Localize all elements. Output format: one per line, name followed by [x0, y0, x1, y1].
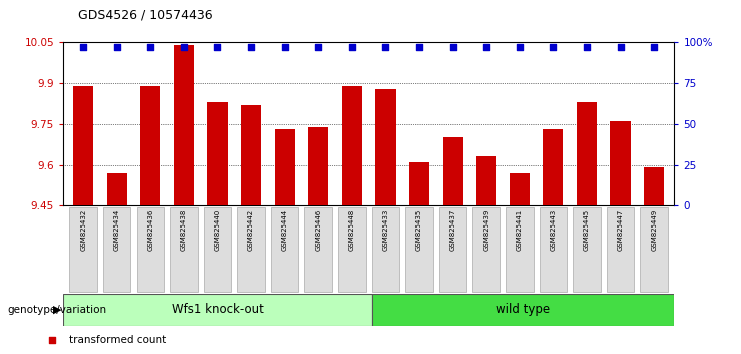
Point — [261, 58, 273, 64]
Text: GSM825436: GSM825436 — [147, 209, 153, 251]
FancyBboxPatch shape — [271, 207, 299, 292]
Text: GSM825435: GSM825435 — [416, 209, 422, 251]
Point — [261, 270, 273, 276]
Bar — [73, 86, 93, 205]
FancyBboxPatch shape — [439, 207, 466, 292]
Text: ▶: ▶ — [53, 305, 62, 315]
Bar — [140, 86, 160, 205]
FancyBboxPatch shape — [607, 207, 634, 292]
Text: GSM825444: GSM825444 — [282, 209, 288, 251]
Text: GSM825446: GSM825446 — [315, 209, 322, 251]
FancyBboxPatch shape — [640, 207, 668, 292]
FancyBboxPatch shape — [372, 207, 399, 292]
Text: GSM825432: GSM825432 — [80, 209, 86, 251]
Text: wild type: wild type — [496, 303, 551, 316]
Bar — [107, 173, 127, 205]
Bar — [409, 162, 429, 205]
Point — [279, 45, 290, 50]
FancyBboxPatch shape — [136, 207, 164, 292]
Point — [212, 45, 224, 50]
Text: GSM825440: GSM825440 — [214, 209, 221, 251]
FancyBboxPatch shape — [63, 294, 372, 326]
Bar — [442, 137, 462, 205]
Point — [447, 45, 459, 50]
Text: GSM825438: GSM825438 — [181, 209, 187, 251]
Point — [581, 45, 593, 50]
Point — [648, 45, 660, 50]
Text: transformed count: transformed count — [68, 335, 166, 345]
FancyBboxPatch shape — [103, 207, 130, 292]
Point — [379, 45, 391, 50]
Text: genotype/variation: genotype/variation — [7, 305, 107, 315]
Text: GSM825448: GSM825448 — [349, 209, 355, 251]
Text: Wfs1 knock-out: Wfs1 knock-out — [172, 303, 264, 316]
FancyBboxPatch shape — [170, 207, 198, 292]
Point — [77, 45, 89, 50]
Bar — [308, 127, 328, 205]
Text: GSM825434: GSM825434 — [113, 209, 120, 251]
Text: GSM825439: GSM825439 — [483, 209, 489, 251]
FancyBboxPatch shape — [506, 207, 534, 292]
Point — [178, 45, 190, 50]
Text: GSM825433: GSM825433 — [382, 209, 388, 251]
Bar — [342, 86, 362, 205]
Point — [245, 45, 257, 50]
Bar — [476, 156, 496, 205]
Bar — [207, 102, 227, 205]
Text: GSM825441: GSM825441 — [516, 209, 523, 251]
FancyBboxPatch shape — [70, 207, 97, 292]
Text: GSM825442: GSM825442 — [248, 209, 254, 251]
Text: GSM825447: GSM825447 — [617, 209, 624, 251]
Point — [480, 45, 492, 50]
FancyBboxPatch shape — [372, 294, 674, 326]
Point — [313, 45, 325, 50]
Bar — [543, 129, 563, 205]
FancyBboxPatch shape — [338, 207, 365, 292]
Point — [614, 45, 626, 50]
Point — [548, 45, 559, 50]
Bar — [241, 105, 261, 205]
Bar — [644, 167, 664, 205]
FancyBboxPatch shape — [237, 207, 265, 292]
Text: GSM825437: GSM825437 — [450, 209, 456, 251]
Bar — [611, 121, 631, 205]
FancyBboxPatch shape — [405, 207, 433, 292]
Bar — [510, 173, 530, 205]
FancyBboxPatch shape — [473, 207, 500, 292]
Point — [346, 45, 358, 50]
FancyBboxPatch shape — [305, 207, 332, 292]
Point — [413, 45, 425, 50]
Bar — [275, 129, 295, 205]
Bar — [174, 45, 194, 205]
Point — [111, 45, 123, 50]
FancyBboxPatch shape — [574, 207, 601, 292]
Text: GSM825443: GSM825443 — [551, 209, 556, 251]
Text: GSM825449: GSM825449 — [651, 209, 657, 251]
Bar — [577, 102, 597, 205]
FancyBboxPatch shape — [539, 207, 567, 292]
Text: GDS4526 / 10574436: GDS4526 / 10574436 — [78, 8, 213, 21]
Bar — [376, 88, 396, 205]
Text: GSM825445: GSM825445 — [584, 209, 590, 251]
Point — [144, 45, 156, 50]
FancyBboxPatch shape — [204, 207, 231, 292]
Point — [514, 45, 525, 50]
